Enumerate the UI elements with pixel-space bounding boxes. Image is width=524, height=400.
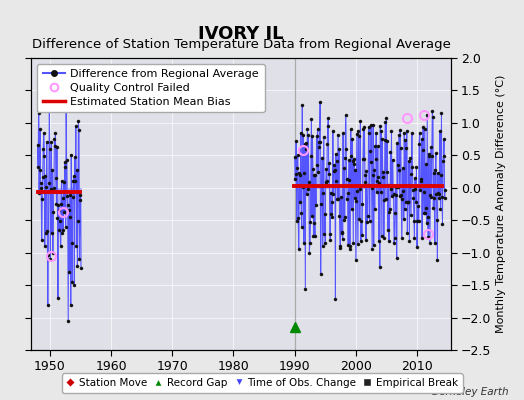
Legend: Difference from Regional Average, Quality Control Failed, Estimated Station Mean: Difference from Regional Average, Qualit… <box>37 64 265 112</box>
Title: IVORY IL: IVORY IL <box>198 24 284 42</box>
Legend: Station Move, Record Gap, Time of Obs. Change, Empirical Break: Station Move, Record Gap, Time of Obs. C… <box>61 374 463 393</box>
Text: Berkeley Earth: Berkeley Earth <box>432 387 508 397</box>
Text: Difference of Station Temperature Data from Regional Average: Difference of Station Temperature Data f… <box>31 38 451 51</box>
Y-axis label: Monthly Temperature Anomaly Difference (°C): Monthly Temperature Anomaly Difference (… <box>496 75 506 333</box>
